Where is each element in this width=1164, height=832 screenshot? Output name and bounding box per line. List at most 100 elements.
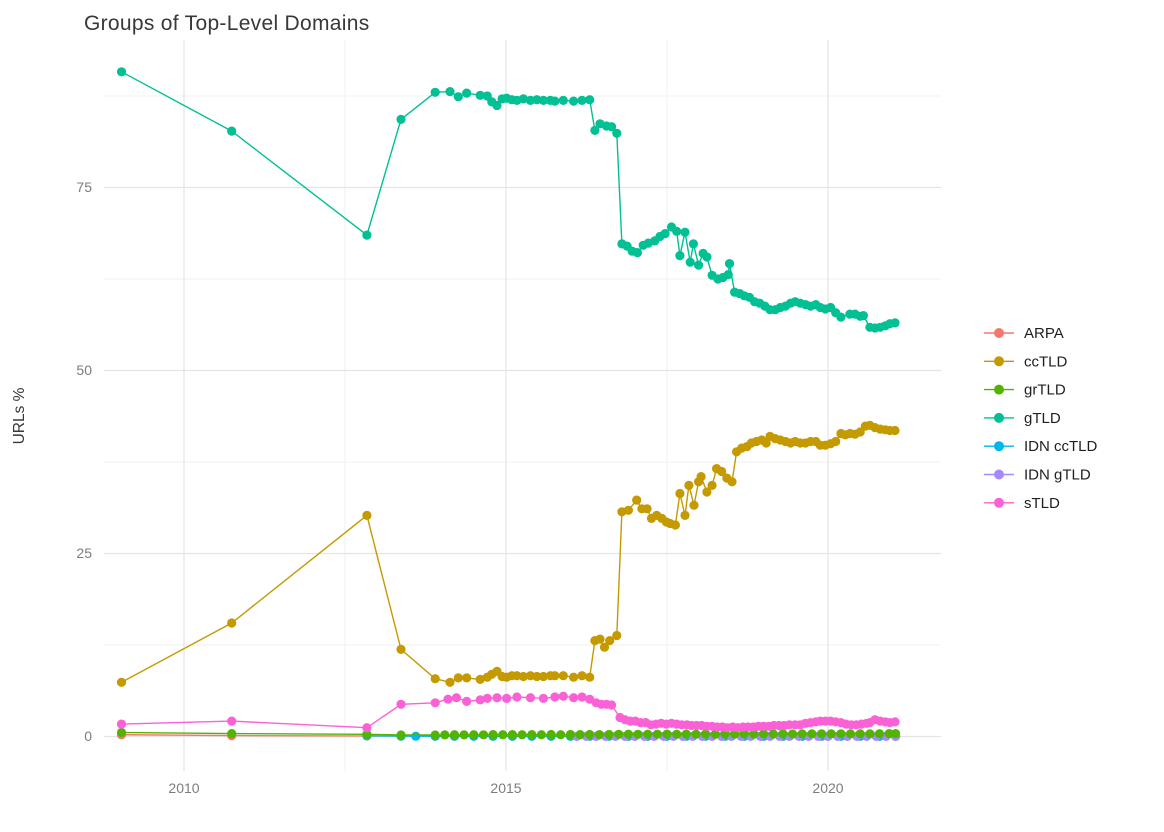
data-point [660, 229, 670, 239]
data-series [116, 67, 901, 742]
data-point [538, 95, 549, 105]
data-point [227, 618, 237, 628]
data-point [227, 126, 237, 136]
data-point [362, 723, 372, 733]
data-point [507, 730, 517, 740]
x-tick-2010: 2010 [168, 780, 199, 796]
data-point [675, 251, 685, 261]
data-point [845, 729, 856, 739]
data-point [672, 729, 682, 739]
data-point [396, 699, 406, 709]
data-point [453, 92, 463, 102]
data-point [831, 436, 841, 447]
data-point [558, 95, 568, 105]
data-point [710, 729, 720, 739]
data-point [604, 729, 614, 740]
data-point [778, 729, 788, 739]
data-point [362, 230, 372, 240]
data-point [884, 729, 894, 739]
legend-item-label: grTLD [1024, 382, 1066, 399]
data-point [865, 729, 875, 739]
data-point [632, 495, 642, 505]
data-point [362, 510, 372, 520]
data-point [694, 260, 704, 270]
data-point [116, 677, 127, 687]
data-point [558, 691, 568, 701]
y-tick-25: 25 [76, 545, 92, 561]
data-point [556, 730, 566, 740]
data-point [702, 487, 712, 497]
data-point [558, 671, 568, 681]
data-point [890, 425, 900, 436]
data-point [696, 472, 706, 482]
data-point [890, 318, 900, 328]
data-point [797, 729, 807, 739]
legend-key-point [994, 356, 1004, 367]
data-point [684, 480, 694, 490]
data-point [680, 510, 690, 520]
data-point [585, 672, 595, 682]
data-point [717, 466, 727, 477]
data-point [807, 729, 817, 739]
data-point [538, 693, 549, 704]
data-point [475, 695, 485, 705]
data-point [569, 672, 579, 682]
data-point [605, 636, 615, 646]
data-point [739, 729, 749, 739]
data-point [459, 730, 469, 740]
data-point [890, 717, 900, 727]
data-point [482, 693, 492, 704]
data-point [595, 634, 605, 644]
y-tick-0: 0 [84, 728, 92, 744]
data-point [498, 730, 508, 740]
data-point [411, 731, 421, 741]
data-point [453, 673, 463, 683]
data-point [585, 95, 595, 105]
data-point [445, 87, 455, 97]
data-point [826, 729, 836, 739]
data-point [652, 729, 662, 739]
data-point [536, 730, 547, 740]
data-point [691, 729, 701, 739]
data-point [518, 671, 529, 682]
grid-lines [104, 40, 941, 771]
data-point [599, 642, 610, 652]
data-point [430, 87, 440, 97]
data-point [227, 729, 237, 739]
y-axis-tick-labels: 0 25 50 75 [76, 179, 92, 744]
series-cctld [116, 420, 900, 687]
data-point [462, 696, 472, 707]
data-point [727, 477, 737, 487]
data-point [550, 692, 560, 702]
data-point [891, 729, 901, 739]
data-point [585, 729, 595, 740]
data-point [607, 700, 617, 710]
data-point [672, 226, 682, 236]
data-point [855, 729, 865, 739]
y-axis-title: URLs % [11, 387, 28, 444]
data-point [565, 729, 576, 740]
data-point [443, 694, 453, 704]
legend-item-arpa: ARPA [984, 325, 1064, 342]
data-point [577, 95, 587, 105]
data-point [517, 730, 527, 740]
data-point [858, 311, 869, 321]
data-point [836, 729, 846, 739]
legend-item-idn-cctld: IDN ccTLD [984, 438, 1098, 455]
data-point [681, 729, 691, 739]
data-point [577, 692, 587, 702]
data-point [518, 94, 529, 104]
data-point [643, 729, 653, 739]
legend-item-grtld: grTLD [984, 382, 1066, 399]
data-point [538, 671, 549, 682]
legend-item-label: IDN gTLD [1024, 467, 1091, 484]
data-point [478, 730, 489, 740]
data-point [462, 673, 472, 683]
x-tick-2020: 2020 [812, 780, 843, 796]
legend-item-cctld: ccTLD [984, 353, 1068, 370]
data-point [475, 674, 485, 685]
chart-title: Groups of Top-Level Domains [84, 12, 370, 35]
data-point [607, 122, 617, 132]
data-point [707, 480, 717, 490]
